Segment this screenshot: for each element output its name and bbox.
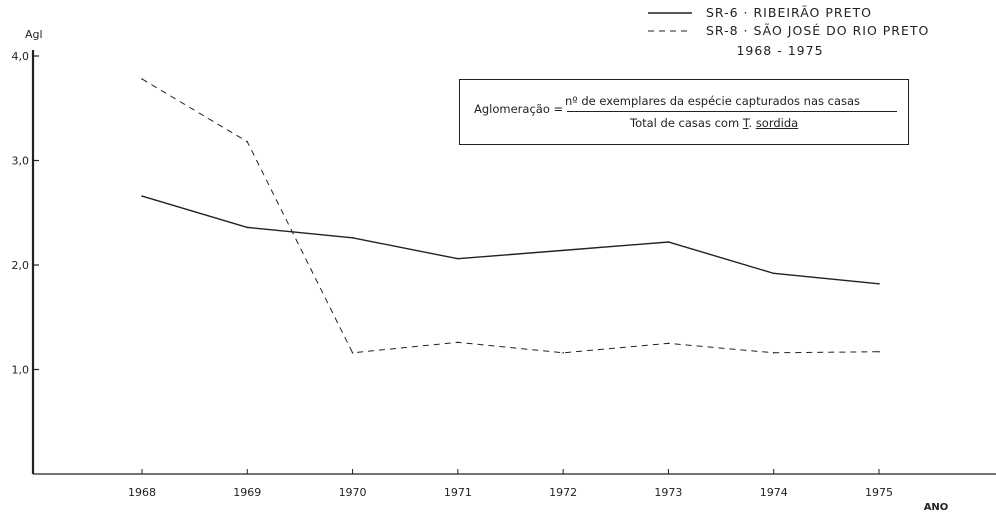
y-tick-label: 2,0: [12, 259, 30, 272]
x-tick-label: 1970: [339, 486, 367, 499]
legend-label-2: SR-8 · SÃO JOSÉ DO RIO PRETO: [706, 23, 929, 38]
data-point-2: [667, 342, 670, 345]
formula-box: Aglomeração = nº de exemplares da espéci…: [459, 79, 909, 145]
data-point-1: [141, 195, 143, 197]
x-tick-label: 1971: [444, 486, 472, 499]
data-point-1: [457, 257, 459, 260]
data-point-1: [246, 226, 249, 229]
x-tick-label: 1968: [128, 486, 156, 499]
x-tick-label: 1974: [760, 486, 788, 499]
y-axis-title: Agl: [25, 28, 43, 41]
formula-fraction-bar: [567, 111, 897, 112]
y-tick-label: 1,0: [12, 364, 30, 377]
legend-label-1: SR-6 · RIBEIRÃO PRETO: [706, 5, 872, 20]
y-tick-label: 3,0: [12, 155, 30, 168]
formula-numerator: nº de exemplares da espécie capturados n…: [565, 94, 861, 108]
data-point-1: [772, 272, 775, 275]
data-point-2: [457, 341, 459, 344]
x-tick-label: 1972: [549, 486, 577, 499]
data-point-2: [351, 351, 354, 354]
data-point-2: [141, 78, 143, 80]
x-tick-label: 1975: [865, 486, 893, 499]
formula-label: Aglomeração =: [474, 102, 564, 116]
x-tick-label: 1969: [233, 486, 261, 499]
data-point-2: [246, 140, 249, 143]
y-tick-label: 4,0: [12, 50, 30, 63]
data-point-1: [667, 241, 670, 243]
x-axis-title: ANO: [924, 502, 949, 512]
x-tick-label: 1973: [654, 486, 682, 499]
data-point-1: [878, 283, 880, 285]
formula-species-name: sordida: [755, 116, 799, 130]
formula-denominator-prefix: Total de casas com: [630, 116, 740, 130]
data-point-2: [878, 350, 880, 353]
formula-denominator: Total de casas com T. sordida: [630, 116, 799, 130]
data-point-2: [562, 351, 564, 354]
formula-species-abbrev: T: [742, 116, 749, 130]
data-point-1: [562, 249, 564, 252]
legend-period: 1968 - 1975: [736, 43, 823, 58]
series-line-2: [141, 78, 880, 354]
data-point-2: [772, 351, 775, 354]
series-line-1: [141, 195, 880, 285]
data-point-1: [351, 237, 354, 239]
